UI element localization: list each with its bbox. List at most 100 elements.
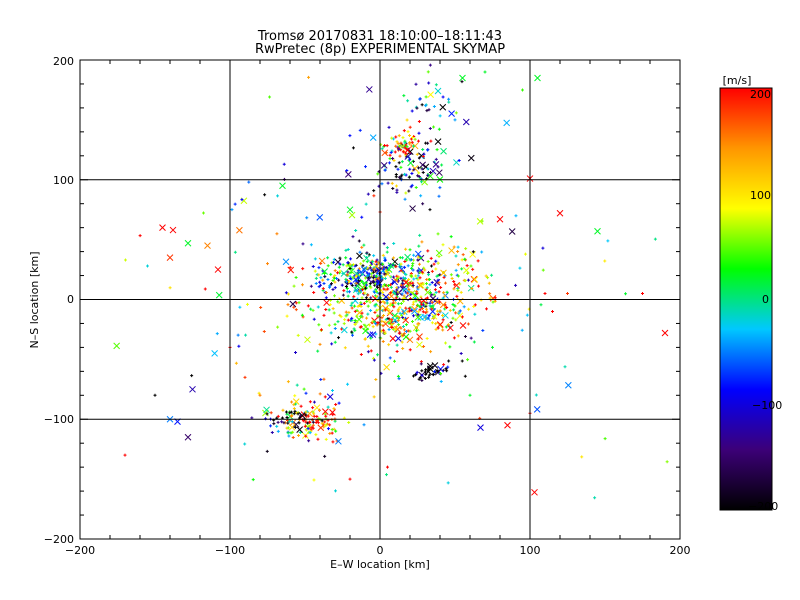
- data-point: [406, 264, 410, 268]
- data-point: [414, 186, 418, 190]
- data-point: [369, 336, 373, 340]
- data-point: [398, 265, 405, 273]
- data-point: [318, 257, 326, 265]
- data-point: [365, 271, 369, 275]
- data-point: [368, 266, 372, 270]
- data-point: [332, 276, 336, 280]
- data-point: [353, 309, 357, 313]
- data-point: [402, 294, 406, 298]
- data-point: [332, 311, 336, 315]
- data-point: [346, 270, 350, 274]
- data-point: [454, 111, 458, 115]
- data-point: [340, 326, 348, 334]
- data-point: [375, 258, 379, 262]
- data-point: [317, 266, 321, 270]
- data-point: [300, 313, 304, 317]
- data-point: [406, 291, 410, 295]
- data-point: [415, 106, 419, 110]
- data-point: [168, 286, 172, 290]
- data-point: [352, 327, 356, 331]
- data-point: [327, 308, 331, 312]
- data-point: [416, 313, 420, 317]
- data-point: [338, 269, 342, 273]
- data-point: [416, 255, 420, 259]
- data-point: [448, 345, 452, 349]
- data-point: [392, 242, 396, 246]
- data-point: [369, 134, 377, 141]
- data-point: [414, 250, 422, 258]
- data-point: [294, 276, 298, 280]
- data-point: [390, 325, 394, 329]
- data-point: [423, 268, 427, 272]
- data-point: [329, 282, 333, 286]
- data-point: [324, 307, 328, 311]
- data-point: [426, 172, 434, 180]
- data-point: [297, 421, 301, 425]
- data-point: [304, 428, 308, 432]
- data-point: [258, 393, 262, 397]
- data-point: [453, 118, 457, 122]
- data-point: [481, 329, 485, 333]
- data-point: [362, 423, 366, 427]
- data-point: [430, 269, 434, 273]
- data-point: [268, 95, 272, 99]
- data-point: [369, 296, 373, 300]
- data-point: [429, 167, 437, 175]
- data-point: [506, 292, 510, 296]
- data-point: [348, 263, 352, 267]
- data-point: [411, 142, 419, 150]
- data-point: [344, 314, 348, 318]
- data-point: [392, 275, 396, 279]
- data-point: [276, 194, 280, 198]
- data-point: [397, 377, 401, 381]
- data-point: [319, 262, 323, 266]
- data-point: [303, 424, 307, 428]
- data-point: [407, 175, 411, 179]
- data-point: [306, 304, 310, 308]
- data-point: [422, 266, 426, 270]
- data-point: [372, 194, 376, 198]
- data-point: [395, 277, 399, 281]
- data-point: [400, 313, 404, 317]
- data-point: [337, 265, 341, 269]
- data-point: [308, 420, 312, 424]
- data-point: [485, 307, 489, 311]
- chart-subtitle: RwPretec (8p) EXPERIMENTAL SKYMAP: [255, 42, 505, 57]
- data-point: [514, 283, 518, 287]
- data-point: [330, 428, 334, 432]
- data-point: [296, 426, 304, 433]
- data-point: [357, 303, 361, 307]
- data-point: [425, 310, 429, 314]
- data-point: [395, 349, 399, 353]
- data-point: [442, 312, 449, 319]
- data-point: [420, 378, 424, 382]
- data-point: [407, 307, 411, 311]
- data-point: [397, 161, 401, 165]
- data-point: [279, 182, 286, 190]
- data-point: [396, 307, 400, 311]
- data-point: [288, 411, 292, 415]
- data-point: [398, 144, 402, 148]
- data-point: [333, 326, 337, 330]
- data-point: [363, 337, 367, 341]
- data-point: [427, 108, 431, 112]
- data-point: [346, 294, 350, 298]
- data-point: [432, 262, 436, 266]
- data-point: [341, 263, 345, 267]
- data-point: [417, 175, 421, 179]
- data-point: [424, 288, 432, 296]
- data-point: [405, 258, 409, 262]
- data-point: [390, 317, 394, 321]
- data-point: [419, 362, 423, 366]
- data-point: [138, 234, 142, 238]
- data-point: [343, 346, 347, 350]
- data-point: [421, 307, 425, 311]
- data-point: [463, 279, 467, 283]
- data-point: [440, 269, 447, 277]
- data-point: [294, 308, 298, 312]
- data-point: [391, 316, 399, 324]
- data-point: [431, 372, 435, 376]
- data-point: [418, 276, 422, 280]
- data-point: [430, 300, 434, 304]
